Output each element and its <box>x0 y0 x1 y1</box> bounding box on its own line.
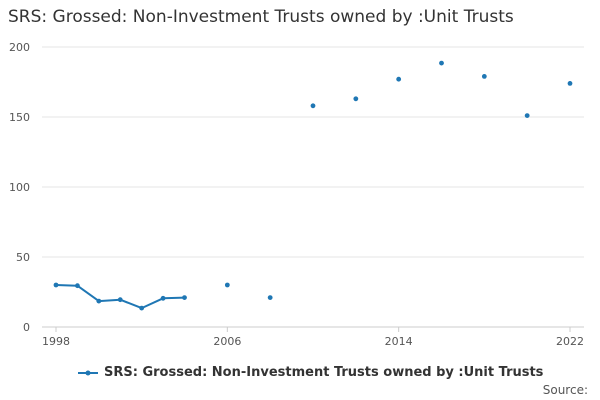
data-point <box>524 113 530 118</box>
y-axis: 0 50 100 150 200 <box>9 41 30 334</box>
legend-label: SRS: Grossed: Non-Investment Trusts owne… <box>104 365 544 380</box>
data-point <box>353 96 359 102</box>
y-tick-label: 100 <box>9 181 30 194</box>
x-tick-label: 2006 <box>213 335 241 348</box>
data-point <box>117 297 123 303</box>
data-point <box>439 60 444 66</box>
series-points <box>53 60 573 311</box>
data-point <box>75 283 80 289</box>
data-point <box>310 103 316 109</box>
data-point <box>567 81 573 86</box>
legend[interactable]: SRS: Grossed: Non-Investment Trusts owne… <box>78 365 543 380</box>
series-lines <box>55 284 185 310</box>
legend-line-icon <box>78 370 98 375</box>
data-point <box>139 305 145 311</box>
y-tick-label: 200 <box>9 41 30 54</box>
y-tick-label: 0 <box>23 321 30 334</box>
data-point <box>160 295 166 301</box>
data-point <box>481 74 487 79</box>
source-label: Source: <box>542 383 588 397</box>
data-point <box>224 282 230 288</box>
x-tick-label: 2022 <box>556 335 584 348</box>
gridlines <box>42 46 584 328</box>
x-axis: 1998 2006 2014 2022 <box>42 327 584 348</box>
x-tick-label: 1998 <box>42 335 70 348</box>
data-point <box>96 298 102 304</box>
data-point <box>396 76 402 82</box>
chart-title: SRS: Grossed: Non-Investment Trusts owne… <box>8 7 514 27</box>
series-line <box>55 284 185 310</box>
x-tick-label: 2014 <box>385 335 413 348</box>
y-tick-label: 50 <box>16 251 30 264</box>
data-point <box>267 295 273 300</box>
data-point <box>182 295 187 300</box>
data-point <box>53 282 59 288</box>
y-tick-label: 150 <box>9 111 30 124</box>
